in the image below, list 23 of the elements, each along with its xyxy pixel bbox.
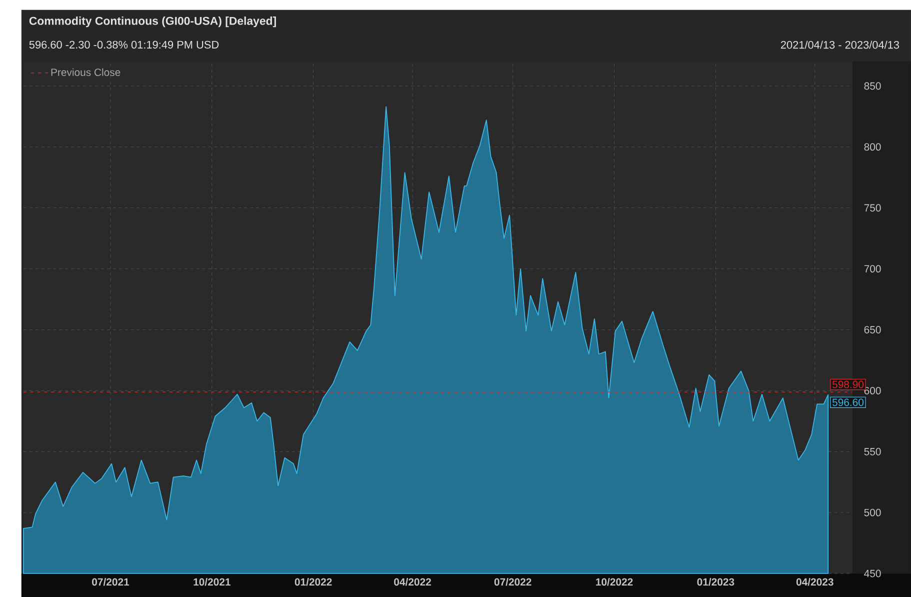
legend-label: Previous Close [51, 68, 120, 76]
text: 2021/04/13 - 2023/04/13 [780, 40, 900, 49]
x-tick-label: 07/2021 [92, 578, 130, 586]
y-tick-label: 800 [864, 143, 881, 150]
y-tick-label: 700 [864, 264, 881, 272]
x-tick-label: 01/2023 [697, 578, 734, 586]
y-tick-label: 450 [864, 570, 881, 578]
y-tick-label: 600 [864, 386, 881, 394]
x-tick-label: 04/2023 [796, 578, 834, 586]
y-tick-label: 500 [864, 508, 881, 516]
x-tick-label: 10/2022 [596, 578, 633, 586]
x-tick-label: 01/2022 [294, 578, 332, 586]
annotation: 596.60 [832, 398, 864, 406]
annotation: 598.90 [832, 380, 864, 388]
y-tick-label: 750 [864, 204, 881, 212]
x-tick-label: 07/2022 [494, 578, 532, 586]
chart-subtitle: 596.60 -2.30 -0.38% 01:19:49 PM USD [29, 40, 219, 48]
y-tick-label: 850 [864, 82, 881, 90]
x-tick-label: 04/2022 [394, 578, 431, 586]
y-tick-label: 550 [864, 448, 881, 456]
chart-title: Commodity Continuous (GI00-USA) [Delayed] [29, 16, 276, 28]
x-tick-label: 10/2021 [194, 578, 230, 586]
y-tick-label: 650 [864, 326, 881, 334]
